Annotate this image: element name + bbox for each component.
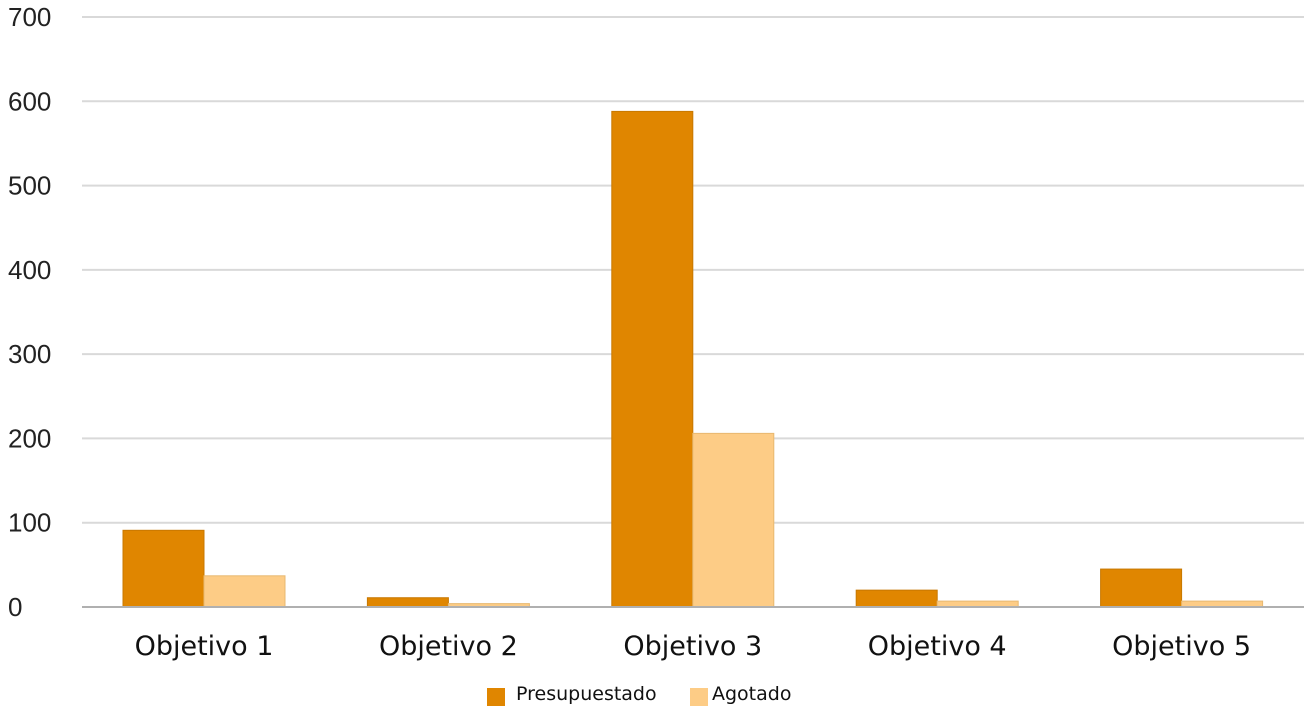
y-tick-label: 600 (8, 86, 51, 116)
bar-presupuestado-3 (611, 110, 694, 608)
legend: Presupuestado Agotado (487, 683, 791, 706)
y-tick-label: 0 (8, 592, 22, 622)
legend-label-agotado: Agotado (712, 683, 791, 705)
bar-presupuestado-5 (1100, 568, 1183, 608)
bar-presupuestado-4 (855, 589, 938, 608)
y-axis-ticks: 0 100 200 300 400 500 600 700 (8, 2, 51, 622)
legend-swatch-agotado (690, 688, 708, 706)
y-tick-label: 300 (8, 339, 51, 369)
legend-swatch-presupuestado (487, 688, 505, 706)
y-tick-label: 200 (8, 423, 51, 453)
y-tick-label: 700 (8, 2, 51, 32)
x-axis-ticks: Objetivo 1 Objetivo 2 Objetivo 3 Objetivo 4… (135, 631, 1251, 662)
x-tick-label: Objetivo 5 (1112, 631, 1251, 662)
y-tick-label: 500 (8, 171, 51, 201)
bar-agotado-3 (692, 432, 775, 608)
x-tick-label: Objetivo 1 (135, 631, 274, 662)
y-tick-label: 100 (8, 508, 51, 538)
bar-presupuestado-2 (366, 597, 449, 608)
bars (122, 110, 1264, 608)
x-tick-label: Objetivo 2 (379, 631, 518, 662)
bar-presupuestado-1 (122, 529, 205, 608)
y-tick-label: 400 (8, 255, 51, 285)
legend-label-presupuestado: Presupuestado (516, 683, 657, 705)
x-tick-label: Objetivo 4 (868, 631, 1007, 662)
bar-agotado-1 (203, 575, 286, 608)
x-tick-label: Objetivo 3 (623, 631, 762, 662)
